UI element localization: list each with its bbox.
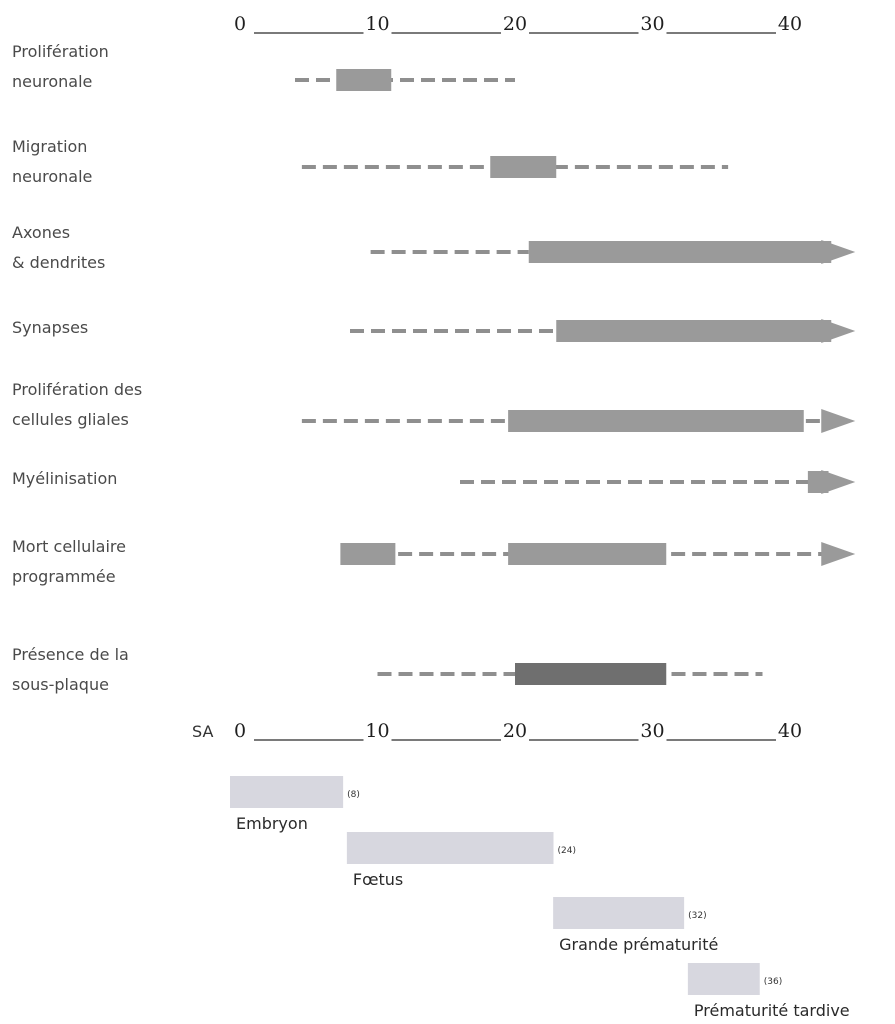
- period-bar: [553, 897, 685, 929]
- period-label: Embryon: [236, 814, 308, 833]
- period-label: Fœtus: [353, 870, 403, 889]
- row-label: neuronale: [12, 167, 92, 186]
- solid-phase-bar: [556, 320, 832, 342]
- top-tick-label: 40: [778, 13, 802, 35]
- axis-unit-label: SA: [192, 722, 213, 741]
- row-label: Présence de la: [12, 645, 129, 664]
- row-label: neuronale: [12, 72, 92, 91]
- row-label: sous-plaque: [12, 675, 109, 694]
- arrow-head: [821, 470, 856, 494]
- solid-phase-bar: [340, 543, 396, 565]
- row-label: Prolifération: [12, 42, 109, 61]
- top-axis: 0 10 20 30 40: [234, 13, 802, 35]
- process-rows: Prolifération neuronale Migration neuronale…: [12, 42, 856, 694]
- arrow-head: [821, 542, 856, 566]
- period-week-label: (36): [764, 977, 782, 987]
- period-embryon: (8) Embryon: [230, 776, 360, 833]
- period-grande-prématurité: (32) Grande prématurité: [553, 897, 718, 954]
- arrow-head: [821, 319, 856, 343]
- solid-phase-bar: [515, 663, 667, 685]
- solid-phase-bar: [508, 543, 667, 565]
- bottom-tick-label: 20: [503, 720, 527, 742]
- period-bar: [230, 776, 344, 808]
- row-label: Myélinisation: [12, 469, 117, 488]
- period-week-label: (24): [558, 846, 576, 856]
- row-label: & dendrites: [12, 253, 105, 272]
- solid-phase-bar: [528, 241, 832, 263]
- top-tick-label: 20: [503, 13, 527, 35]
- period-week-label: (32): [688, 911, 706, 921]
- row-label: programmée: [12, 567, 116, 586]
- top-tick-label: 0: [234, 13, 246, 35]
- row-label: cellules gliales: [12, 410, 129, 429]
- row-label: Migration: [12, 137, 87, 156]
- bottom-axis: 0 10 20 30 40 SA: [192, 720, 802, 742]
- process-row: Prolifération des cellules gliales: [12, 380, 856, 433]
- solid-phase-bar: [490, 156, 557, 178]
- arrow-head: [821, 409, 856, 433]
- period-week-label: (8): [347, 790, 360, 800]
- bottom-tick-label: 30: [640, 720, 664, 742]
- bottom-tick-label: 0: [234, 720, 246, 742]
- process-row: Axones & dendrites: [12, 223, 856, 272]
- process-row: Présence de la sous-plaque: [12, 645, 763, 694]
- solid-phase-bar: [508, 410, 804, 432]
- process-row: Mort cellulaire programmée: [12, 537, 856, 586]
- period-label: Prématurité tardive: [694, 1001, 850, 1020]
- top-tick-label: 30: [640, 13, 664, 35]
- period-bar: [687, 963, 760, 995]
- row-label: Prolifération des: [12, 380, 142, 399]
- arrow-head: [821, 240, 856, 264]
- bottom-tick-label: 10: [365, 720, 389, 742]
- top-tick-label: 10: [365, 13, 389, 35]
- developmental-periods: (8) Embryon (24) Fœtus (32) Grande prématurit…: [230, 776, 850, 1020]
- bottom-tick-label: 40: [778, 720, 802, 742]
- process-row: Myélinisation: [12, 469, 856, 494]
- row-label: Axones: [12, 223, 70, 242]
- solid-phase-bar: [336, 69, 392, 91]
- row-label: Synapses: [12, 318, 88, 337]
- process-row: Migration neuronale: [12, 137, 729, 186]
- row-label: Mort cellulaire: [12, 537, 126, 556]
- period-fœtus: (24) Fœtus: [346, 832, 576, 889]
- period-prématurité-tardive: (36) Prématurité tardive: [687, 963, 850, 1020]
- process-row: Synapses: [12, 318, 856, 343]
- period-bar: [346, 832, 554, 864]
- process-row: Prolifération neuronale: [12, 42, 515, 91]
- period-label: Grande prématurité: [559, 935, 718, 954]
